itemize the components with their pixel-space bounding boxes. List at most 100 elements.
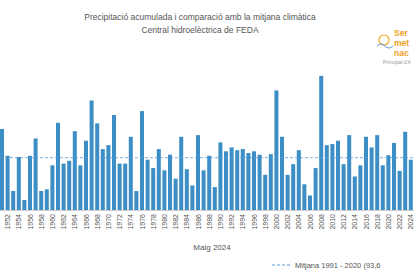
x-tick-label: 1964: [71, 214, 78, 230]
bar: [381, 165, 385, 210]
bar: [325, 145, 329, 210]
x-tick-label: 2006: [307, 214, 314, 230]
x-tick-label: 1972: [116, 214, 123, 230]
bar: [297, 150, 301, 210]
legend: Mitjana 1991 - 2020 (93,6: [272, 261, 380, 270]
bar: [22, 200, 26, 210]
bar: [330, 144, 334, 210]
x-tick-label: 1968: [94, 214, 101, 230]
bar: [246, 153, 250, 210]
bar: [252, 151, 256, 210]
bar: [146, 160, 150, 210]
legend-line: [272, 265, 292, 266]
x-axis: [0, 210, 414, 211]
bar: [129, 137, 133, 210]
bar: [403, 132, 407, 210]
bar: [157, 149, 161, 210]
bar: [392, 143, 396, 210]
x-tick-label: 1982: [172, 214, 179, 230]
bar: [101, 149, 105, 210]
bar: [34, 138, 38, 210]
bar: [112, 115, 116, 210]
bar: [336, 141, 340, 210]
plot: [0, 76, 414, 210]
logo-text: Ser: [394, 28, 408, 38]
x-tick-label: 2022: [396, 214, 403, 230]
bar: [409, 160, 413, 210]
x-tick-label: 1980: [161, 214, 168, 230]
bar: [174, 179, 178, 210]
bar: [370, 147, 374, 210]
bar: [213, 187, 217, 210]
x-tick-label: 2012: [340, 214, 347, 230]
title: Precipitació acumulada i comparació amb …: [84, 12, 316, 22]
x-tick-label: 2016: [363, 214, 370, 230]
x-axis-label: Maig 2024: [193, 243, 231, 252]
bar: [95, 123, 99, 210]
x-tick-label: 1956: [27, 214, 34, 230]
bar: [106, 145, 110, 210]
bar: [364, 137, 368, 210]
bar: [342, 164, 346, 210]
bar: [269, 154, 273, 210]
bar: [358, 165, 362, 210]
bar: [162, 170, 166, 210]
bar: [375, 135, 379, 210]
bar: [90, 100, 94, 210]
bar: [218, 142, 222, 210]
bar: [134, 191, 138, 210]
bar: [230, 147, 234, 210]
chart: Precipitació acumulada i comparació amb …: [0, 0, 414, 276]
bar: [291, 164, 295, 210]
x-tick-label: 1984: [183, 214, 190, 230]
bar: [280, 137, 284, 210]
bar: [386, 155, 390, 210]
bar: [56, 123, 60, 210]
bar: [168, 155, 172, 210]
x-tick-label: 2004: [295, 214, 302, 230]
bar: [353, 176, 357, 210]
x-tick-label: 2008: [318, 214, 325, 230]
mean-line: [0, 157, 414, 158]
x-tick-label: 1962: [60, 214, 67, 230]
subtitle: Central hidroelèctrica de FEDA: [141, 25, 258, 35]
x-tick-label: 1978: [150, 214, 157, 230]
logo-text: met: [394, 38, 409, 48]
bar: [78, 165, 82, 210]
bar: [314, 168, 318, 210]
bar: [118, 164, 122, 210]
x-tick-label: 1954: [15, 214, 22, 230]
x-tick-label: 1970: [105, 214, 112, 230]
bar: [84, 141, 88, 210]
bar: [17, 157, 21, 210]
x-tick-label: 1976: [139, 214, 146, 230]
x-tick-label: 1974: [127, 214, 134, 230]
x-tick-label: 2000: [273, 214, 280, 230]
x-tick-label: 1990: [217, 214, 224, 230]
bar: [151, 168, 155, 210]
x-tick-label: 1960: [49, 214, 56, 230]
x-tick-label: 2014: [351, 214, 358, 230]
bar: [123, 164, 127, 210]
bar: [258, 155, 262, 210]
x-tick-label: 2010: [329, 214, 336, 230]
bar: [45, 189, 49, 210]
bar: [196, 135, 200, 210]
bar: [190, 185, 194, 210]
bar: [235, 150, 239, 210]
bar: [6, 156, 10, 210]
bar: [274, 90, 278, 210]
x-tick-label: 1952: [4, 214, 11, 230]
bar: [11, 191, 15, 210]
x-tick-label: 2024: [407, 214, 414, 230]
x-tick-label: 1988: [206, 214, 213, 230]
x-tick-label: 1958: [38, 214, 45, 230]
bar: [347, 135, 351, 210]
bar: [28, 156, 32, 210]
bar: [73, 131, 77, 210]
x-tick-label: 1966: [83, 214, 90, 230]
logo-text: Principat d'A: [383, 59, 412, 65]
legend-text: Mitjana 1991 - 2020 (93,6: [295, 261, 380, 270]
bar: [62, 164, 66, 210]
x-tick-label: 1994: [239, 214, 246, 230]
